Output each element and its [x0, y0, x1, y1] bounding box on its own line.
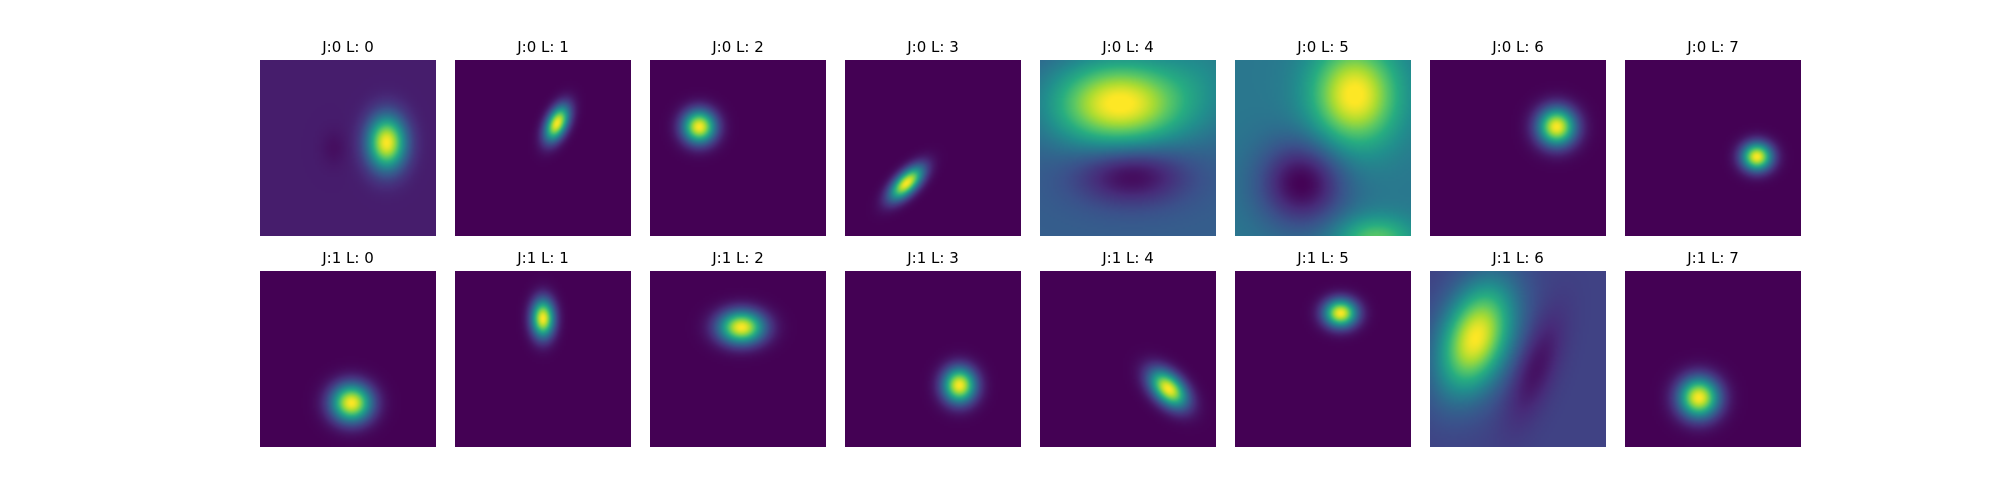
heatmap-panel — [1430, 271, 1606, 447]
panel-title: J:0 L: 7 — [1686, 38, 1739, 56]
heatmap-panel — [650, 60, 826, 236]
heatmap-panel — [1235, 60, 1411, 236]
heatmap-panel — [455, 60, 631, 236]
heatmap-panel — [845, 271, 1021, 447]
heatmap-panel — [260, 60, 436, 236]
panel-title: J:1 L: 3 — [906, 249, 959, 267]
heatmap-panel — [455, 271, 631, 447]
panel-title: J:0 L: 3 — [906, 38, 959, 56]
panel-title: J:1 L: 4 — [1101, 249, 1154, 267]
panel-title: J:0 L: 4 — [1101, 38, 1154, 56]
heatmap-panel — [1040, 60, 1216, 236]
heatmap-panel — [1040, 271, 1216, 447]
panel-title: J:1 L: 5 — [1296, 249, 1349, 267]
panel-title: J:0 L: 6 — [1491, 38, 1544, 56]
panel-title: J:0 L: 1 — [516, 38, 569, 56]
panel-grid: J:0 L: 0 J:0 L: 1 J:0 L: 2 J:0 L: 3 J:0 L: 4… — [260, 38, 1801, 447]
panel-title: J:1 L: 1 — [516, 249, 569, 267]
panel-title: J:1 L: 6 — [1491, 249, 1544, 267]
heatmap-panel — [1430, 60, 1606, 236]
heatmap-panel — [1625, 60, 1801, 236]
heatmap-panel — [845, 60, 1021, 236]
heatmap-panel — [650, 271, 826, 447]
heatmap-panel — [1625, 271, 1801, 447]
panel-title: J:1 L: 2 — [711, 249, 764, 267]
panel-title: J:1 L: 0 — [321, 249, 374, 267]
panel-title: J:1 L: 7 — [1686, 249, 1739, 267]
panel-title: J:0 L: 0 — [321, 38, 374, 56]
heatmap-panel — [260, 271, 436, 447]
panel-title: J:0 L: 2 — [711, 38, 764, 56]
heatmap-panel — [1235, 271, 1411, 447]
panel-title: J:0 L: 5 — [1296, 38, 1349, 56]
